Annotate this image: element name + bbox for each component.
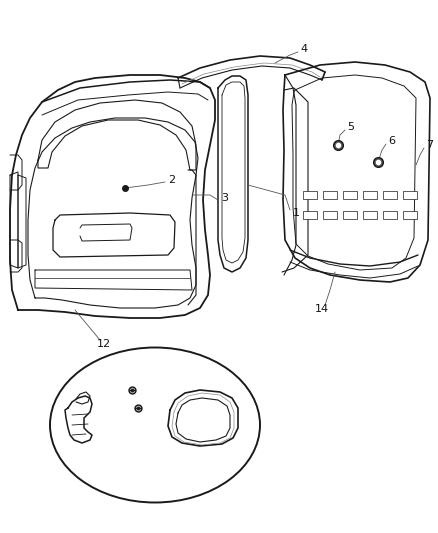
Bar xyxy=(323,191,337,199)
Text: 10: 10 xyxy=(75,457,89,467)
Bar xyxy=(403,211,417,219)
Bar xyxy=(323,211,337,219)
Text: 11: 11 xyxy=(184,375,198,385)
Bar xyxy=(383,191,397,199)
Ellipse shape xyxy=(50,348,260,503)
Bar xyxy=(363,191,377,199)
Bar xyxy=(383,211,397,219)
Text: 4: 4 xyxy=(300,44,307,54)
Bar xyxy=(343,191,357,199)
Bar xyxy=(403,191,417,199)
Bar xyxy=(303,211,317,219)
Text: 1: 1 xyxy=(293,208,300,218)
Text: 3: 3 xyxy=(222,193,229,203)
Text: 9: 9 xyxy=(223,460,230,470)
Text: 7: 7 xyxy=(427,140,434,150)
Bar xyxy=(303,191,317,199)
Text: 5: 5 xyxy=(347,122,354,132)
Text: 12: 12 xyxy=(97,339,111,349)
Bar xyxy=(363,211,377,219)
Text: 2: 2 xyxy=(169,175,176,185)
Bar xyxy=(343,211,357,219)
Text: 14: 14 xyxy=(315,304,329,314)
Text: 6: 6 xyxy=(389,136,396,146)
